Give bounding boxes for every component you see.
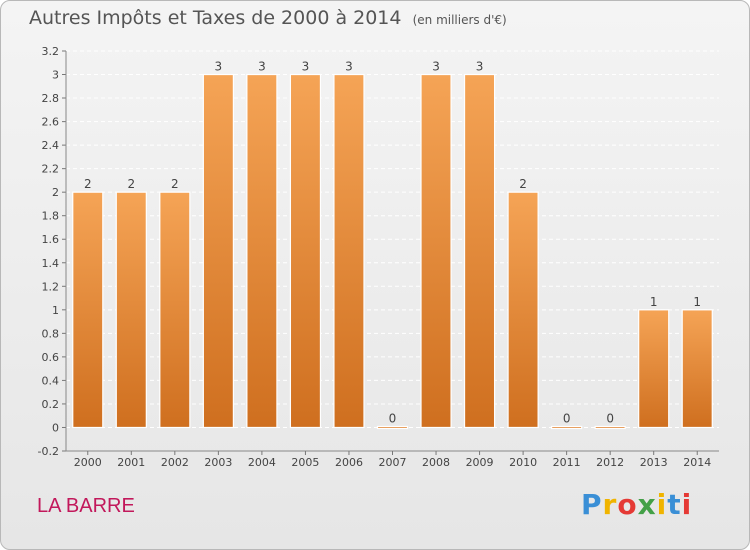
x-tick-label: 2006: [335, 456, 363, 469]
data-label: 3: [432, 60, 440, 74]
data-label: 0: [606, 411, 614, 425]
bar: [115, 191, 147, 429]
x-tick-label: 2007: [379, 456, 407, 469]
x-tick-label: 2004: [248, 456, 276, 469]
logo-letter: x: [637, 488, 657, 521]
logo-letter: r: [602, 488, 618, 521]
x-tick-label: 2011: [553, 456, 581, 469]
y-tick-label: 2.4: [42, 139, 60, 152]
data-label: 2: [84, 177, 92, 191]
chart-title-block: Autres Impôts et Taxes de 2000 à 2014 (e…: [29, 7, 507, 29]
x-tick-label: 2009: [466, 456, 494, 469]
x-tick-label: 2008: [422, 456, 450, 469]
x-tick-label: 2005: [291, 456, 319, 469]
chart-title: Autres Impôts et Taxes de 2000 à 2014: [29, 7, 402, 29]
logo-letter: t: [667, 488, 682, 521]
bar: [289, 73, 322, 429]
data-label: 3: [476, 60, 484, 74]
y-tick-label: 1.6: [42, 233, 60, 246]
logo-letter: o: [617, 488, 638, 521]
y-tick-label: 1.8: [42, 210, 60, 223]
x-tick-label: 2003: [204, 456, 232, 469]
y-tick-label: 1: [52, 304, 59, 317]
bar: [507, 191, 539, 429]
logo-letter: P: [581, 488, 603, 521]
data-label: 2: [519, 177, 527, 191]
y-tick-label: 0.2: [42, 398, 60, 411]
data-label: 3: [215, 60, 223, 74]
proxiti-logo: Proxiti: [581, 488, 692, 521]
bar: [333, 73, 365, 429]
data-label: 1: [650, 295, 658, 309]
logo-letter: i: [681, 488, 693, 521]
y-tick-label: 2.2: [42, 163, 60, 176]
bar: [246, 73, 278, 429]
bar: [463, 73, 496, 429]
logo-letter: i: [656, 488, 668, 521]
x-tick-label: 2000: [74, 456, 102, 469]
y-tick-label: 3: [52, 69, 59, 82]
y-tick-label: 0.8: [42, 327, 60, 340]
x-tick-label: 2013: [640, 456, 668, 469]
data-label: 3: [258, 60, 266, 74]
bar: [594, 425, 626, 430]
bar: [551, 425, 583, 430]
data-label: 0: [389, 411, 397, 425]
chart-subtitle: (en milliers d'€): [412, 13, 507, 27]
data-label: 2: [171, 177, 179, 191]
bar: [376, 425, 409, 430]
y-tick-label: 0.4: [42, 374, 60, 387]
y-tick-label: -0.2: [38, 445, 59, 458]
x-tick-label: 2014: [683, 456, 711, 469]
y-tick-label: 0: [52, 421, 59, 434]
bar: [638, 309, 670, 429]
x-tick-label: 2001: [117, 456, 145, 469]
bar: [72, 191, 104, 429]
y-tick-label: 1.2: [42, 280, 60, 293]
x-tick-label: 2010: [509, 456, 537, 469]
bar: [202, 73, 234, 429]
y-tick-label: 2.8: [42, 92, 60, 105]
bar: [420, 73, 452, 429]
bar: [159, 191, 191, 429]
x-tick-label: 2002: [161, 456, 189, 469]
y-tick-label: 0.6: [42, 351, 60, 364]
bar: [681, 309, 713, 429]
data-label: 2: [127, 177, 135, 191]
data-label: 1: [693, 295, 701, 309]
place-name: LA BARRE: [37, 495, 135, 517]
data-label: 3: [302, 60, 310, 74]
y-tick-label: 3.2: [42, 45, 60, 58]
y-tick-label: 2: [52, 186, 59, 199]
y-tick-label: 2.6: [42, 116, 60, 129]
x-tick-label: 2012: [596, 456, 624, 469]
data-label: 0: [563, 411, 571, 425]
y-tick-label: 1.4: [42, 257, 60, 270]
data-label: 3: [345, 60, 353, 74]
